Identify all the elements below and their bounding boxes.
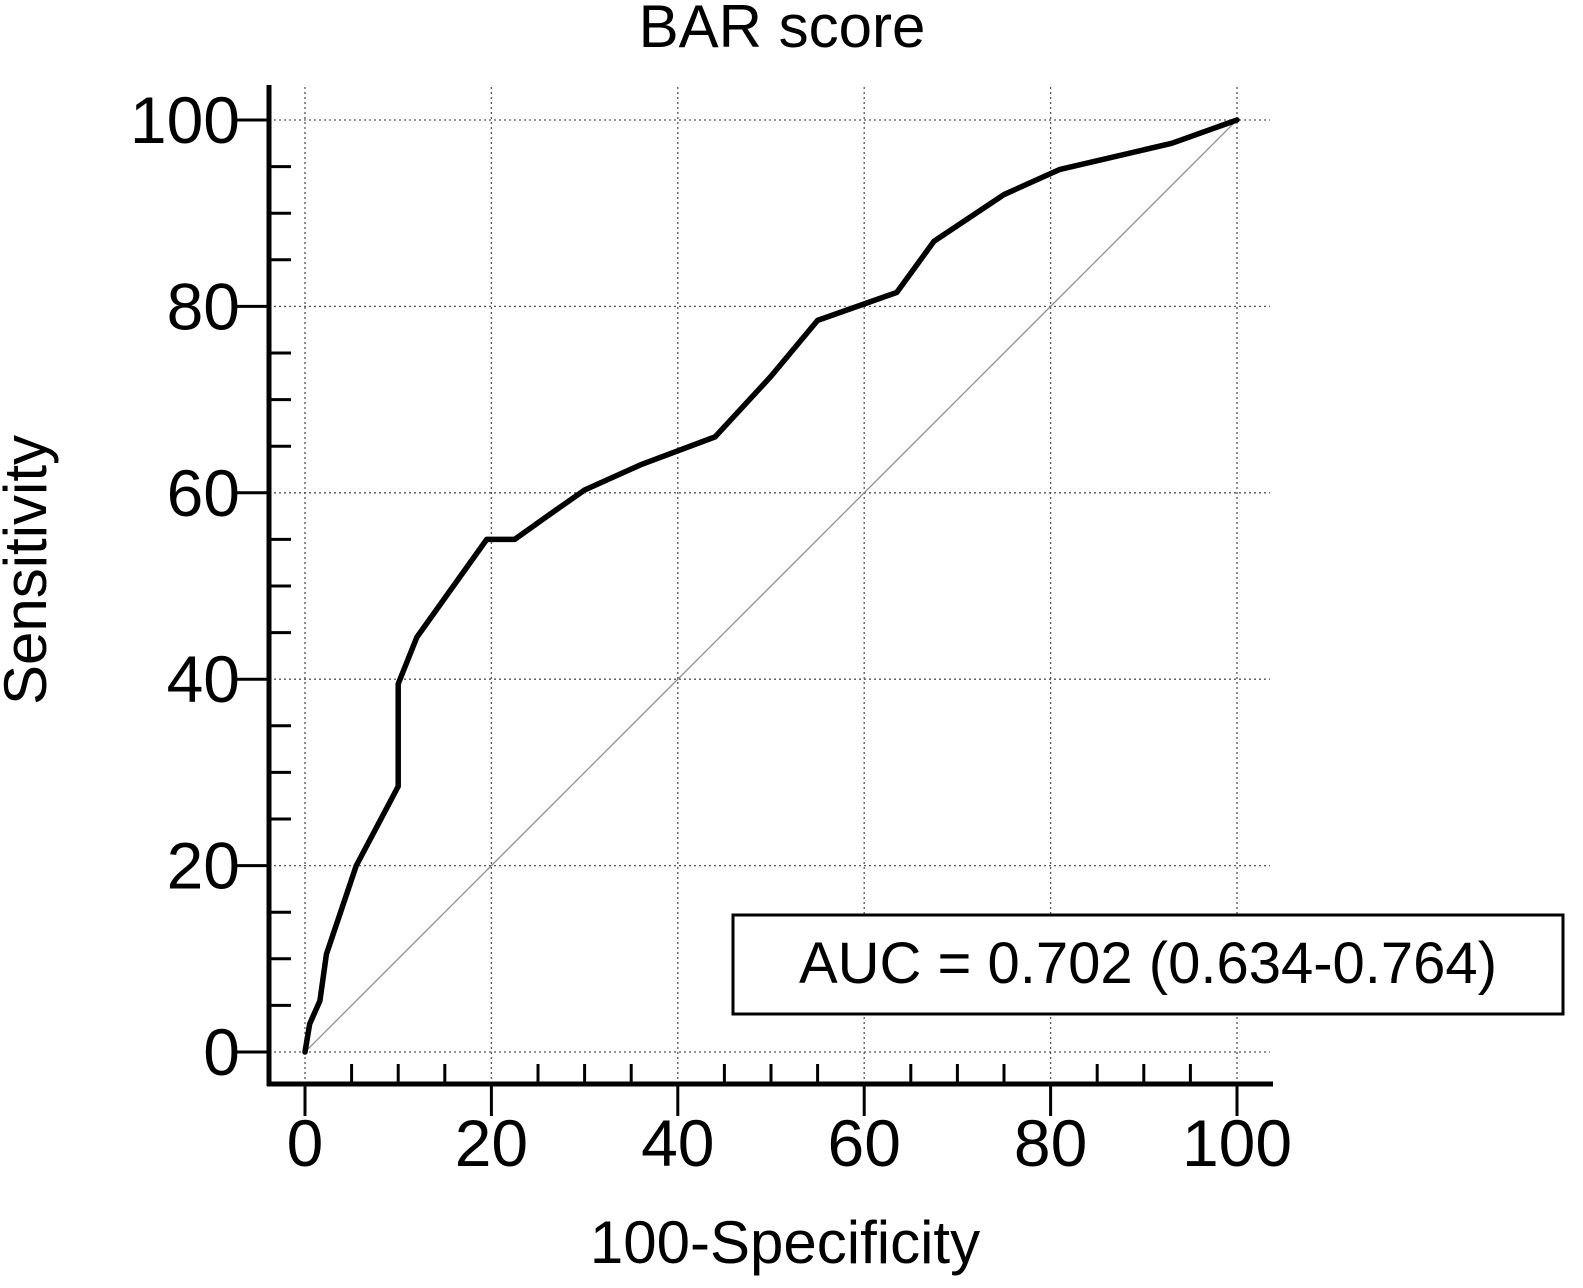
- y-axis-title: Sensitivity: [0, 435, 59, 705]
- y-tick-label: 80: [167, 269, 240, 343]
- roc-curve-line: [302, 117, 1240, 1055]
- x-tick-label: 0: [287, 1106, 324, 1180]
- x-tick-label: 20: [455, 1106, 528, 1180]
- y-tick-label: 20: [167, 829, 240, 903]
- x-tick-label: 100: [1182, 1106, 1292, 1180]
- y-tick-label: 40: [167, 642, 240, 716]
- y-tick-label: 0: [203, 1015, 240, 1089]
- curve-layer: [302, 117, 1240, 1055]
- x-axis-title: 100-Specificity: [590, 1209, 980, 1276]
- chart-title: BAR score: [639, 0, 926, 60]
- diagonal-layer: [304, 119, 1238, 1053]
- x-tick-label: 80: [1014, 1106, 1087, 1180]
- y-tick-label: 100: [130, 83, 240, 157]
- x-tick-label: 60: [827, 1106, 900, 1180]
- axes-layer: 0 20 40 60 80 100 0 20 40 60 80 100: [130, 83, 1292, 1180]
- x-tick-label: 40: [641, 1106, 714, 1180]
- auc-annotation: AUC = 0.702 (0.634-0.764): [731, 913, 1565, 1016]
- auc-annotation-text: AUC = 0.702 (0.634-0.764): [799, 931, 1497, 996]
- auc-box-frame: [731, 913, 1565, 1016]
- reference-diagonal-line: [304, 119, 1238, 1053]
- y-tick-label: 60: [167, 456, 240, 530]
